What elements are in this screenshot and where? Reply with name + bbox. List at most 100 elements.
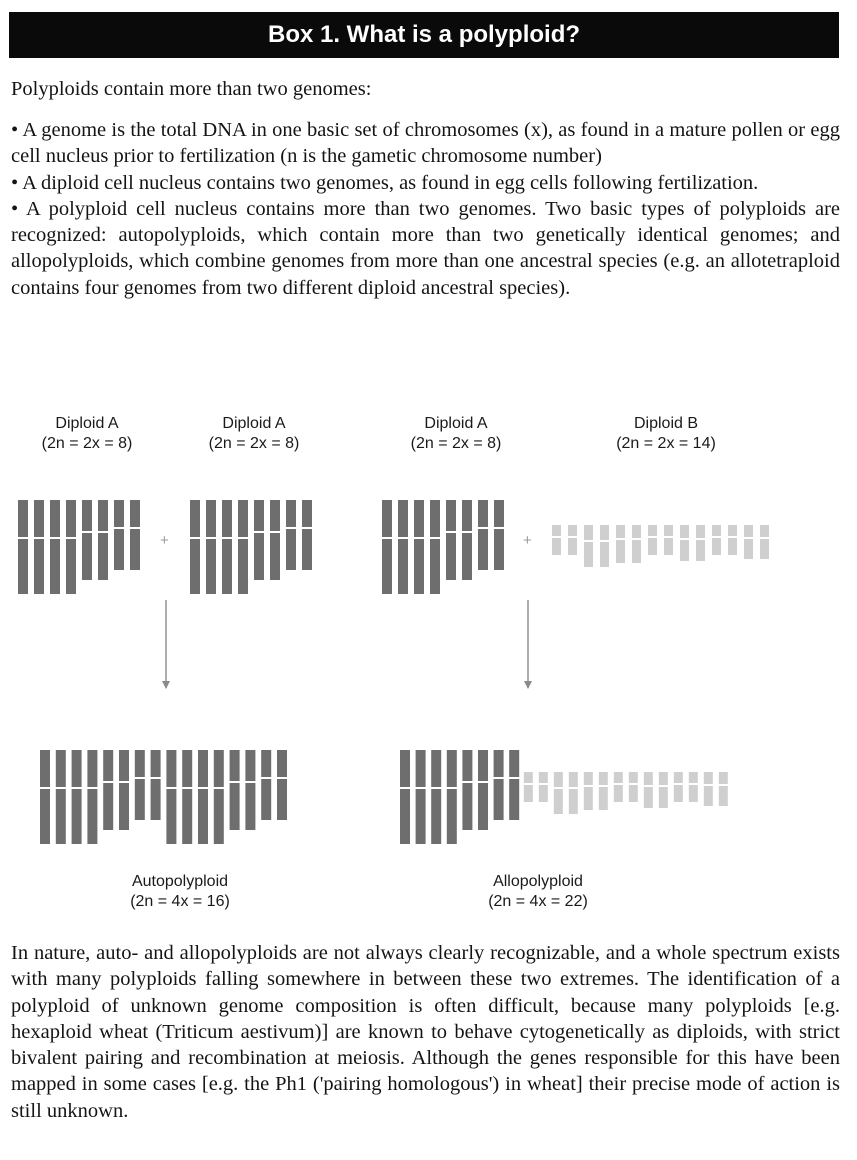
diploid-a1-chromosome bbox=[18, 500, 28, 594]
diploid-b-chromosome bbox=[712, 525, 721, 555]
diploid-a2-chromosome bbox=[254, 500, 264, 580]
label-name: Diploid A bbox=[222, 415, 286, 432]
diploid-b-chromosome bbox=[600, 525, 609, 567]
allopolyploid-b-chromosome bbox=[658, 772, 668, 808]
diploid-a3-chromosome bbox=[478, 500, 488, 570]
autopolyploid-chromosome bbox=[198, 750, 208, 844]
allopolyploid-b-chromosome bbox=[568, 772, 578, 814]
diploid-b-chromosome bbox=[616, 525, 625, 563]
diploid-a2-chromosome bbox=[222, 500, 232, 594]
allopolyploid-a-chromosome bbox=[478, 750, 488, 830]
autopolyploid-chromosome bbox=[134, 750, 145, 820]
autopolyploid-chromosome bbox=[213, 750, 224, 844]
label-diploid-a-1: Diploid A (2n = 2x = 8) bbox=[0, 414, 187, 454]
label-formula: (2n = 2x = 8) bbox=[410, 435, 502, 452]
autopolyploid-chromosome bbox=[119, 750, 129, 830]
allopolyploid-b-chromosome bbox=[523, 772, 533, 802]
diploid-a2-chromosome bbox=[206, 500, 216, 594]
autopolyploid-chromosome bbox=[87, 750, 98, 844]
diploid-a1-chromosome bbox=[130, 500, 140, 570]
autopolyploid-chromosome bbox=[150, 750, 161, 820]
diploid-b-chromosome bbox=[648, 525, 657, 555]
diploid-b-chromosome bbox=[552, 525, 561, 555]
diploid-a3-chromosome bbox=[446, 500, 456, 580]
allopolyploid-b-chromosome bbox=[553, 772, 563, 814]
autopolyploid-chromosome bbox=[55, 750, 66, 844]
label-name: Diploid A bbox=[55, 415, 119, 432]
diploid-a3-chromosome bbox=[382, 500, 392, 594]
intro-text: Polyploids contain more than two genomes… bbox=[11, 78, 372, 100]
diploid-b-chromosome bbox=[696, 525, 705, 561]
allopolyploid-b-chromosome bbox=[688, 772, 698, 802]
diploid-a2-chromosome bbox=[190, 500, 200, 594]
allopolyploid-b-chromosome bbox=[538, 772, 548, 802]
label-diploid-a-3: Diploid A (2n = 2x = 8) bbox=[356, 414, 556, 454]
diploid-a1-chromosome bbox=[34, 500, 44, 594]
diploid-a3-chromosome bbox=[414, 500, 424, 594]
diploid-a2-chromosome bbox=[270, 500, 280, 580]
diploid-a2-chromosome bbox=[302, 500, 312, 570]
autopolyploid-chromosome bbox=[277, 750, 287, 820]
autopolyploid-chromosome bbox=[261, 750, 272, 820]
definition-list: • A genome is the total DNA in one basic… bbox=[11, 117, 840, 301]
arrow-down-icon bbox=[524, 600, 532, 689]
diploid-a3-chromosome bbox=[430, 500, 440, 594]
box-title: Box 1. What is a polyploid? bbox=[9, 12, 839, 58]
allopolyploid-a-chromosome bbox=[400, 750, 410, 844]
diploid-a2-chromosome bbox=[238, 500, 248, 594]
label-name: Autopolyploid bbox=[131, 873, 229, 890]
label-name: Allopolyploid bbox=[493, 873, 583, 890]
label-name: Diploid A bbox=[424, 415, 488, 432]
diploid-b-chromosome bbox=[632, 525, 641, 563]
label-allopolyploid: Allopolyploid (2n = 4x = 22) bbox=[438, 872, 638, 912]
autopolyploid-chromosome bbox=[103, 750, 114, 830]
allopolyploid-a-chromosome bbox=[509, 750, 520, 820]
label-formula: (2n = 2x = 8) bbox=[208, 435, 300, 452]
bullet-genome: • A genome is the total DNA in one basic… bbox=[11, 119, 840, 168]
polyploid-diagram: Diploid A (2n = 2x = 8) Diploid A (2n = … bbox=[0, 400, 857, 920]
diploid-a1-chromosome bbox=[50, 500, 60, 594]
label-diploid-a-2: Diploid A (2n = 2x = 8) bbox=[154, 414, 354, 454]
chromosome-figure bbox=[18, 500, 769, 844]
label-formula: (2n = 2x = 14) bbox=[616, 435, 716, 452]
allopolyploid-b-chromosome bbox=[643, 772, 653, 808]
closing-text: In nature, auto- and allopolyploids are … bbox=[11, 942, 840, 1122]
allopolyploid-a-chromosome bbox=[415, 750, 426, 844]
diploid-a3-chromosome bbox=[398, 500, 408, 594]
diploid-a1-chromosome bbox=[98, 500, 108, 580]
allopolyploid-b-chromosome bbox=[583, 772, 593, 810]
allopolyploid-a-chromosome bbox=[493, 750, 504, 820]
label-diploid-b: Diploid B (2n = 2x = 14) bbox=[566, 414, 766, 454]
diploid-a1-chromosome bbox=[114, 500, 124, 570]
allopolyploid-a-chromosome bbox=[431, 750, 442, 844]
autopolyploid-chromosome bbox=[245, 750, 256, 830]
bullet-diploid: • A diploid cell nucleus contains two ge… bbox=[11, 171, 759, 194]
diploid-b-chromosome bbox=[568, 525, 577, 555]
arrow-down-icon bbox=[162, 600, 170, 689]
diploid-a1-chromosome bbox=[82, 500, 92, 580]
label-formula: (2n = 4x = 22) bbox=[488, 893, 588, 910]
diploid-b-chromosome bbox=[664, 525, 673, 555]
label-formula: (2n = 4x = 16) bbox=[130, 893, 230, 910]
autopolyploid-chromosome bbox=[229, 750, 240, 830]
diploid-b-chromosome bbox=[760, 525, 769, 559]
label-autopolyploid: Autopolyploid (2n = 4x = 16) bbox=[80, 872, 280, 912]
plus-sign-auto: + bbox=[160, 532, 169, 549]
label-name: Diploid B bbox=[633, 415, 699, 432]
autopolyploid-chromosome bbox=[166, 750, 177, 844]
allopolyploid-b-chromosome bbox=[673, 772, 683, 802]
allopolyploid-b-chromosome bbox=[598, 772, 608, 810]
allopolyploid-b-chromosome bbox=[628, 772, 638, 802]
diploid-b-chromosome bbox=[584, 525, 593, 567]
allopolyploid-a-chromosome bbox=[446, 750, 457, 844]
bullet-polyploid: • A polyploid cell nucleus contains more… bbox=[11, 197, 840, 299]
diploid-b-chromosome bbox=[728, 525, 737, 555]
autopolyploid-chromosome bbox=[40, 750, 50, 844]
allopolyploid-b-chromosome bbox=[703, 772, 713, 806]
diploid-a3-chromosome bbox=[494, 500, 504, 570]
allopolyploid-a-chromosome bbox=[462, 750, 473, 830]
diploid-a3-chromosome bbox=[462, 500, 472, 580]
allopolyploid-b-chromosome bbox=[613, 772, 623, 802]
diploid-a1-chromosome bbox=[66, 500, 76, 594]
autopolyploid-chromosome bbox=[71, 750, 82, 844]
